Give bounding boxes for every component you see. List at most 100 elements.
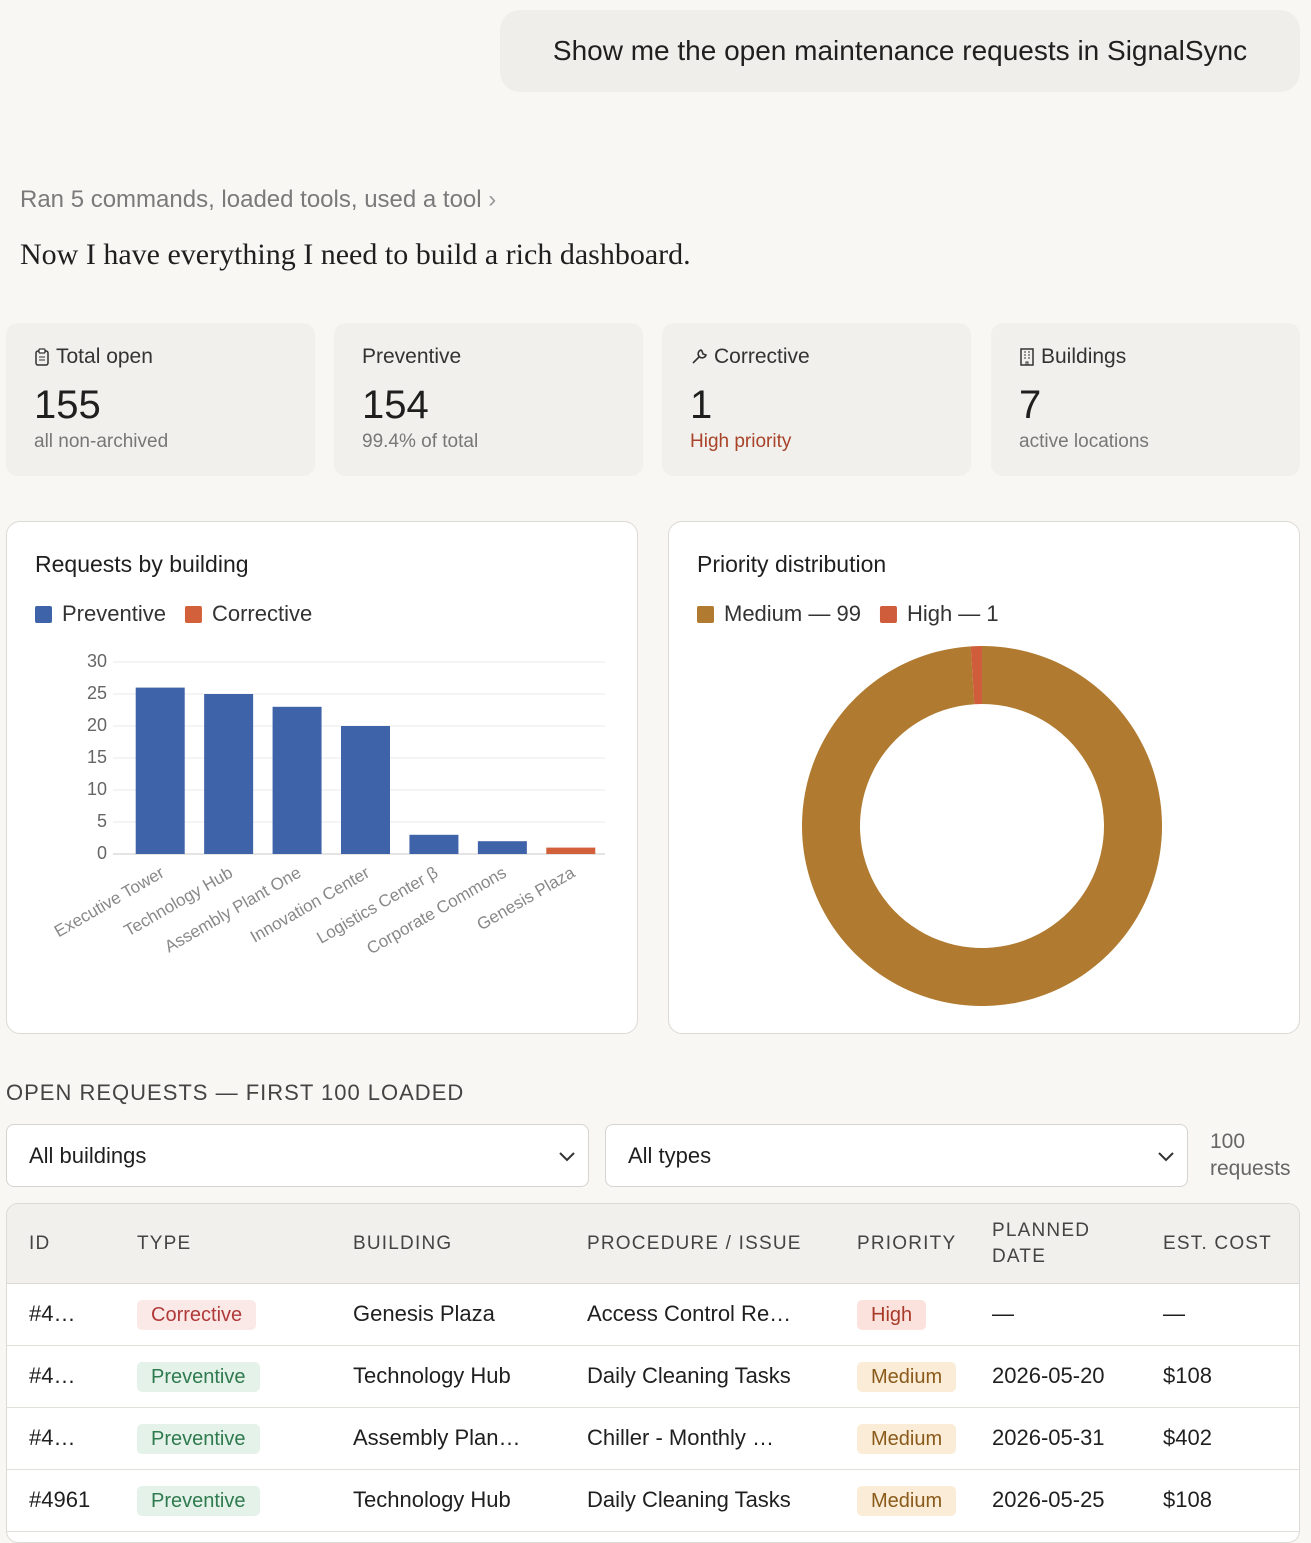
legend-label: Corrective [212,601,312,626]
table-cell: #4… [29,1301,75,1327]
table-cell: Daily Cleaning Tasks [587,1487,791,1513]
legend-label: High — 1 [907,601,999,626]
cell-text: 2026-05-25 [992,1487,1105,1512]
bar [409,834,459,854]
table-header: ID TYPE BUILDING PROCEDURE / ISSUE PRIORITY P… [7,1204,1299,1284]
table-cell: 2026-05-25 [992,1487,1105,1513]
table-cell: Genesis Plaza [353,1301,495,1327]
table-row: #4… Corrective Genesis Plaza Access Control… [7,1283,1299,1346]
badge: Corrective [137,1300,257,1330]
table-cell: $402 [1163,1425,1212,1451]
table-cell: High [857,1300,927,1330]
stat-value: 155 [34,383,101,427]
stat-note: High priority [690,431,792,452]
building-filter[interactable]: All buildings [6,1124,589,1187]
table-cell: — [992,1301,1014,1327]
stat-card: Total open 155 all non-archived [6,323,315,476]
column-header: EST. COST [1163,1232,1272,1254]
column-header: TYPE [137,1232,192,1254]
table-cell: Medium [857,1424,957,1454]
y-tick-label: 10 [87,779,107,799]
cell-text: #4961 [29,1487,91,1512]
stat-note: all non-archived [34,431,169,452]
cell-text: Genesis Plaza [353,1301,495,1326]
badge: Medium [857,1362,957,1392]
column-header: PROCEDURE / ISSUE [587,1232,802,1254]
y-tick-label: 20 [87,715,107,735]
filter-text[interactable]: All types [628,1142,712,1168]
table-cell: Daily Cleaning Tasks [587,1363,791,1389]
legend-swatch [184,606,202,623]
column-header: BUILDING [353,1232,453,1254]
y-tick-label: 5 [97,811,107,831]
y-tick-label: 25 [87,683,107,703]
icon [692,349,707,364]
bar [135,687,185,854]
icon [1020,348,1034,366]
table-cell: $108 [1163,1487,1212,1513]
cell-text: Technology Hub [353,1363,511,1388]
legend-swatch [35,606,52,623]
stat-card: Buildings 7 active locations [991,323,1300,476]
column-header: PRIORITY [857,1232,957,1254]
cell-text: Chiller - Monthly … [587,1425,775,1450]
table-cell: — [1163,1301,1185,1327]
table-cell: Preventive [137,1486,260,1516]
type-filter[interactable]: All types [605,1124,1188,1187]
badge: Preventive [137,1362,260,1392]
user-message: Show me the open maintenance requests in… [500,10,1300,92]
cell-text: Assembly Plan… [353,1425,521,1450]
activity-text[interactable]: Ran 5 commands, loaded tools, used a too… [20,186,482,213]
x-tick-label: Executive Tower [51,863,168,941]
bar [204,694,254,854]
cell-text: $108 [1163,1363,1212,1388]
chart-title: Priority distribution [697,551,886,577]
badge: Preventive [137,1486,260,1516]
column-header: PLANNED DATE [992,1219,1091,1267]
cell-text: 2026-05-31 [992,1425,1105,1450]
requests-table: ID TYPE BUILDING PROCEDURE / ISSUE PRIORITY P… [6,1203,1300,1543]
stat-card: Preventive 154 99.4% of total [334,323,643,476]
cell-text: #4… [29,1363,76,1388]
cell-text: $108 [1163,1487,1212,1512]
table-cell: 2026-05-20 [992,1363,1105,1389]
donut-slice [801,646,1162,1007]
legend-swatch [697,606,714,623]
bar [477,841,527,854]
table-cell: #4… [29,1363,75,1389]
cell-text: Daily Cleaning Tasks [587,1363,791,1388]
cell-text: $402 [1163,1425,1212,1450]
chart-panel [6,521,638,1034]
table-cell: Technology Hub [353,1487,511,1513]
donut-slice [970,646,982,705]
legend-label: Preventive [62,601,166,626]
filter-text[interactable]: All buildings [29,1142,147,1168]
legend-label: Medium — 99 [724,601,861,626]
bar [341,726,390,854]
table-cell: 2026-05-31 [992,1425,1105,1451]
bar [272,706,322,854]
stat-label: Preventive [362,345,462,368]
stat-value: 1 [690,383,713,427]
cell-text: 2026-05-20 [992,1363,1105,1388]
activity-summary[interactable]: Ran 5 commands, loaded tools, used a too… [20,186,497,213]
table-cell: Chiller - Monthly … [587,1425,774,1451]
table-cell: Corrective [137,1300,257,1330]
table-cell: #4… [29,1425,75,1451]
table-cell: Preventive [137,1362,260,1392]
cell-text: Technology Hub [353,1487,511,1512]
cell-text: #4… [29,1425,76,1450]
table-cell: Medium [857,1362,957,1392]
stat-value: 154 [362,383,429,427]
stat-label: Buildings [1041,345,1127,368]
stat-label: Total open [56,345,153,368]
bar [546,847,596,854]
cell-text: Access Control Re… [587,1301,792,1326]
badge: High [857,1300,927,1330]
cell-text: — [1163,1301,1185,1326]
stat-note: active locations [1019,431,1149,452]
table-row: #4… Preventive Technology Hub Daily Cleanin… [7,1345,1299,1408]
response-text: Now I have everything I need to build a … [20,238,691,271]
cell-text: #4… [29,1301,76,1326]
